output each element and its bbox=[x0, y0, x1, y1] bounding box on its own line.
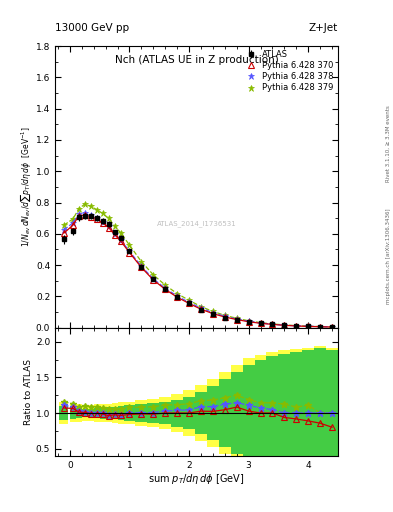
Pythia 6.428 378 bbox=[112, 231, 117, 237]
Pythia 6.428 378 bbox=[62, 227, 66, 233]
Pythia 6.428 370 bbox=[127, 249, 132, 255]
Pythia 6.428 379 bbox=[94, 206, 99, 212]
Pythia 6.428 370 bbox=[318, 324, 323, 330]
Pythia 6.428 378 bbox=[258, 320, 263, 326]
Line: Pythia 6.428 378: Pythia 6.428 378 bbox=[61, 210, 336, 330]
Text: Rivet 3.1.10, ≥ 3.3M events: Rivet 3.1.10, ≥ 3.3M events bbox=[386, 105, 391, 182]
Pythia 6.428 370 bbox=[62, 230, 66, 236]
Pythia 6.428 379 bbox=[77, 206, 81, 212]
Pythia 6.428 370 bbox=[258, 320, 263, 326]
Pythia 6.428 378 bbox=[106, 223, 111, 229]
Pythia 6.428 378 bbox=[270, 321, 275, 327]
Pythia 6.428 378 bbox=[211, 310, 215, 316]
Pythia 6.428 378 bbox=[222, 313, 227, 319]
Pythia 6.428 379 bbox=[318, 324, 323, 330]
Text: ATLAS_2014_I1736531: ATLAS_2014_I1736531 bbox=[157, 221, 236, 227]
Text: 13000 GeV pp: 13000 GeV pp bbox=[55, 23, 129, 33]
Pythia 6.428 379 bbox=[139, 259, 144, 265]
Pythia 6.428 379 bbox=[270, 321, 275, 327]
Pythia 6.428 379 bbox=[100, 210, 105, 217]
Pythia 6.428 379 bbox=[88, 203, 93, 209]
Pythia 6.428 379 bbox=[234, 315, 239, 322]
Pythia 6.428 370 bbox=[163, 286, 167, 292]
Text: Nch (ATLAS UE in Z production): Nch (ATLAS UE in Z production) bbox=[115, 55, 278, 65]
Pythia 6.428 379 bbox=[106, 215, 111, 221]
Pythia 6.428 379 bbox=[330, 324, 334, 330]
Pythia 6.428 378 bbox=[88, 212, 93, 219]
Pythia 6.428 378 bbox=[187, 299, 191, 305]
Pythia 6.428 378 bbox=[294, 323, 299, 329]
Pythia 6.428 370 bbox=[246, 318, 251, 325]
Pythia 6.428 378 bbox=[282, 322, 287, 328]
Pythia 6.428 370 bbox=[270, 322, 275, 328]
Pythia 6.428 378 bbox=[163, 285, 167, 291]
Pythia 6.428 370 bbox=[294, 323, 299, 329]
X-axis label: sum $p_T/d\eta\,d\phi$ [GeV]: sum $p_T/d\eta\,d\phi$ [GeV] bbox=[148, 472, 245, 486]
Pythia 6.428 378 bbox=[234, 316, 239, 322]
Pythia 6.428 370 bbox=[306, 324, 310, 330]
Pythia 6.428 370 bbox=[222, 314, 227, 320]
Line: Pythia 6.428 379: Pythia 6.428 379 bbox=[61, 201, 336, 330]
Text: Z+Jet: Z+Jet bbox=[309, 23, 338, 33]
Pythia 6.428 379 bbox=[127, 242, 132, 248]
Pythia 6.428 370 bbox=[70, 222, 75, 228]
Pythia 6.428 378 bbox=[318, 324, 323, 330]
Pythia 6.428 370 bbox=[94, 216, 99, 222]
Pythia 6.428 379 bbox=[306, 323, 310, 329]
Pythia 6.428 379 bbox=[258, 319, 263, 326]
Pythia 6.428 379 bbox=[222, 312, 227, 318]
Pythia 6.428 378 bbox=[330, 324, 334, 330]
Pythia 6.428 379 bbox=[211, 308, 215, 314]
Pythia 6.428 379 bbox=[151, 272, 156, 278]
Pythia 6.428 370 bbox=[88, 214, 93, 220]
Pythia 6.428 378 bbox=[77, 211, 81, 217]
Pythia 6.428 370 bbox=[187, 301, 191, 307]
Pythia 6.428 378 bbox=[139, 263, 144, 269]
Pythia 6.428 379 bbox=[163, 282, 167, 288]
Pythia 6.428 370 bbox=[112, 231, 117, 238]
Pythia 6.428 370 bbox=[198, 306, 203, 312]
Pythia 6.428 378 bbox=[127, 248, 132, 254]
Pythia 6.428 370 bbox=[151, 277, 156, 283]
Pythia 6.428 379 bbox=[83, 201, 87, 207]
Pythia 6.428 379 bbox=[282, 322, 287, 328]
Pythia 6.428 379 bbox=[187, 297, 191, 304]
Pythia 6.428 379 bbox=[118, 229, 123, 236]
Pythia 6.428 379 bbox=[198, 304, 203, 310]
Pythia 6.428 378 bbox=[198, 305, 203, 311]
Pythia 6.428 370 bbox=[118, 238, 123, 244]
Pythia 6.428 378 bbox=[83, 210, 87, 217]
Pythia 6.428 378 bbox=[94, 215, 99, 221]
Pythia 6.428 370 bbox=[83, 212, 87, 218]
Pythia 6.428 370 bbox=[282, 322, 287, 328]
Pythia 6.428 378 bbox=[151, 276, 156, 282]
Pythia 6.428 379 bbox=[246, 318, 251, 324]
Pythia 6.428 370 bbox=[330, 324, 334, 330]
Y-axis label: Ratio to ATLAS: Ratio to ATLAS bbox=[24, 359, 33, 424]
Pythia 6.428 370 bbox=[100, 220, 105, 226]
Text: mcplots.cern.ch [arXiv:1306.3436]: mcplots.cern.ch [arXiv:1306.3436] bbox=[386, 208, 391, 304]
Pythia 6.428 378 bbox=[306, 323, 310, 329]
Pythia 6.428 379 bbox=[70, 216, 75, 222]
Pythia 6.428 378 bbox=[175, 293, 180, 299]
Pythia 6.428 370 bbox=[139, 264, 144, 270]
Pythia 6.428 379 bbox=[175, 290, 180, 296]
Y-axis label: $1/N_{ev}\,dN_{ev}/d\sum p_T/d\eta\,d\phi$  [GeV$^{-1}$]: $1/N_{ev}\,dN_{ev}/d\sum p_T/d\eta\,d\ph… bbox=[19, 126, 33, 247]
Pythia 6.428 379 bbox=[62, 222, 66, 228]
Pythia 6.428 378 bbox=[70, 220, 75, 226]
Line: Pythia 6.428 370: Pythia 6.428 370 bbox=[61, 212, 335, 330]
Pythia 6.428 370 bbox=[106, 224, 111, 230]
Pythia 6.428 378 bbox=[118, 237, 123, 243]
Pythia 6.428 379 bbox=[112, 223, 117, 229]
Pythia 6.428 378 bbox=[100, 219, 105, 225]
Pythia 6.428 379 bbox=[294, 323, 299, 329]
Legend: ATLAS, Pythia 6.428 370, Pythia 6.428 378, Pythia 6.428 379: ATLAS, Pythia 6.428 370, Pythia 6.428 37… bbox=[241, 49, 336, 94]
Pythia 6.428 370 bbox=[77, 213, 81, 219]
Pythia 6.428 370 bbox=[175, 294, 180, 300]
Pythia 6.428 378 bbox=[246, 318, 251, 324]
Pythia 6.428 370 bbox=[211, 310, 215, 316]
Pythia 6.428 370 bbox=[234, 316, 239, 323]
